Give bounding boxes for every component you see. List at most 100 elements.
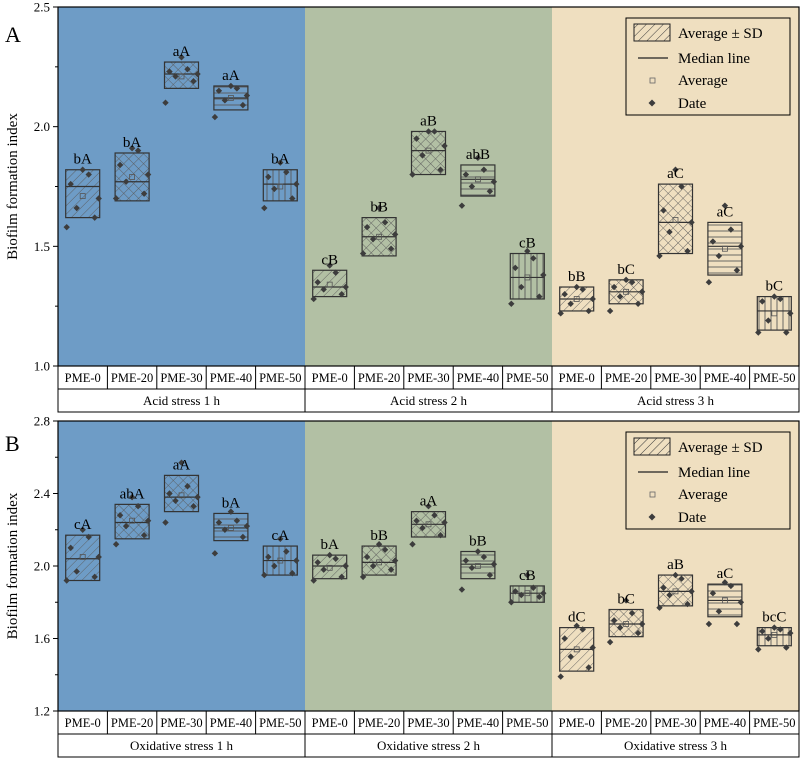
data-point: [233, 517, 241, 524]
data-point: [419, 152, 426, 159]
legend: Average ± SD Median line Average Date: [625, 17, 791, 116]
data-point: [490, 178, 498, 185]
data-point: [239, 533, 247, 541]
mean-marker: [227, 525, 234, 531]
data-point: [326, 262, 333, 269]
data-point: [172, 73, 179, 80]
data-point: [606, 638, 614, 646]
significance-label: bA: [222, 495, 241, 511]
mean-marker: [623, 621, 629, 627]
mean-marker: [129, 174, 136, 180]
data-point: [140, 190, 148, 197]
sd-box: [657, 574, 694, 607]
data-point: [573, 622, 580, 630]
mean-marker: [524, 274, 531, 281]
data-point: [363, 223, 371, 231]
data-point: [441, 519, 448, 526]
mean-marker: [326, 564, 333, 571]
data-point: [557, 310, 564, 317]
significance-label: cA: [74, 517, 92, 533]
mean-marker: [771, 310, 778, 317]
significance-label: bcC: [762, 610, 786, 626]
data-point: [320, 566, 327, 573]
category-label: PME-0: [65, 716, 101, 730]
data-point: [561, 635, 568, 642]
data-point: [178, 459, 185, 466]
data-point: [468, 564, 476, 572]
data-point: [777, 626, 784, 633]
data-point: [413, 517, 420, 524]
data-point: [628, 279, 636, 286]
data-point: [684, 247, 691, 255]
data-point: [112, 195, 120, 202]
significance-label: cA: [272, 528, 290, 544]
data-point: [557, 673, 564, 680]
data-point: [512, 264, 519, 272]
data-point: [518, 591, 525, 599]
significance-label: bC: [617, 262, 635, 278]
data-point: [413, 135, 420, 142]
data-point: [211, 550, 219, 557]
mean-marker: [722, 597, 728, 604]
significance-label: aC: [667, 166, 684, 182]
data-point: [67, 180, 74, 188]
data-point: [737, 599, 745, 606]
significance-label: aB: [667, 557, 684, 573]
category-label: PME-0: [65, 371, 101, 385]
data-point: [166, 490, 173, 497]
data-point: [233, 85, 241, 92]
mean-marker: [376, 559, 383, 566]
data-point: [462, 557, 470, 564]
data-point: [243, 522, 251, 530]
data-point: [194, 70, 201, 78]
data-point: [277, 159, 284, 166]
data-point: [585, 664, 592, 671]
data-point: [610, 283, 618, 291]
data-point: [63, 223, 70, 231]
data-point: [166, 68, 173, 75]
data-point: [172, 497, 179, 504]
legend-point-swatch: [648, 99, 656, 107]
data-point: [458, 202, 466, 209]
category-label: PME-20: [358, 371, 400, 385]
mean-marker: [573, 646, 580, 653]
category-label: PME-30: [654, 716, 696, 730]
data-point: [561, 291, 568, 298]
data-point: [656, 252, 663, 260]
data-point: [409, 541, 416, 548]
category-label: PME-50: [506, 371, 548, 385]
data-point: [95, 553, 102, 561]
mean-marker: [277, 557, 284, 564]
data-point: [326, 551, 333, 559]
significance-label: bC: [766, 279, 784, 295]
mean-marker: [178, 73, 185, 80]
sd-box: [657, 183, 694, 255]
mean-marker: [672, 588, 679, 595]
data-point: [512, 588, 519, 595]
data-point: [524, 571, 531, 579]
data-point: [536, 593, 543, 601]
data-point: [715, 608, 723, 615]
data-point: [678, 183, 685, 190]
significance-label: cB: [519, 236, 536, 252]
panel-B: Oxidative stress 1 h PME-0 cA PME-20 abA PME-…: [5, 414, 800, 758]
data-point: [431, 512, 438, 519]
data-point: [765, 317, 772, 324]
data-point: [310, 577, 317, 584]
category-label: PME-20: [358, 716, 400, 730]
data-point: [409, 171, 416, 178]
data-point: [91, 573, 98, 581]
data-point: [359, 573, 367, 581]
data-point: [67, 544, 74, 552]
category-label: PME-40: [210, 371, 252, 385]
data-point: [634, 300, 642, 307]
data-point: [755, 646, 762, 653]
significance-label: aC: [717, 566, 734, 582]
significance-label: cB: [519, 568, 536, 584]
data-point: [359, 250, 367, 257]
data-point: [338, 573, 345, 581]
legend-median-label: Median line: [678, 465, 750, 481]
legend-point-label: Date: [678, 96, 707, 112]
data-point: [638, 288, 646, 296]
data-point: [227, 82, 235, 90]
